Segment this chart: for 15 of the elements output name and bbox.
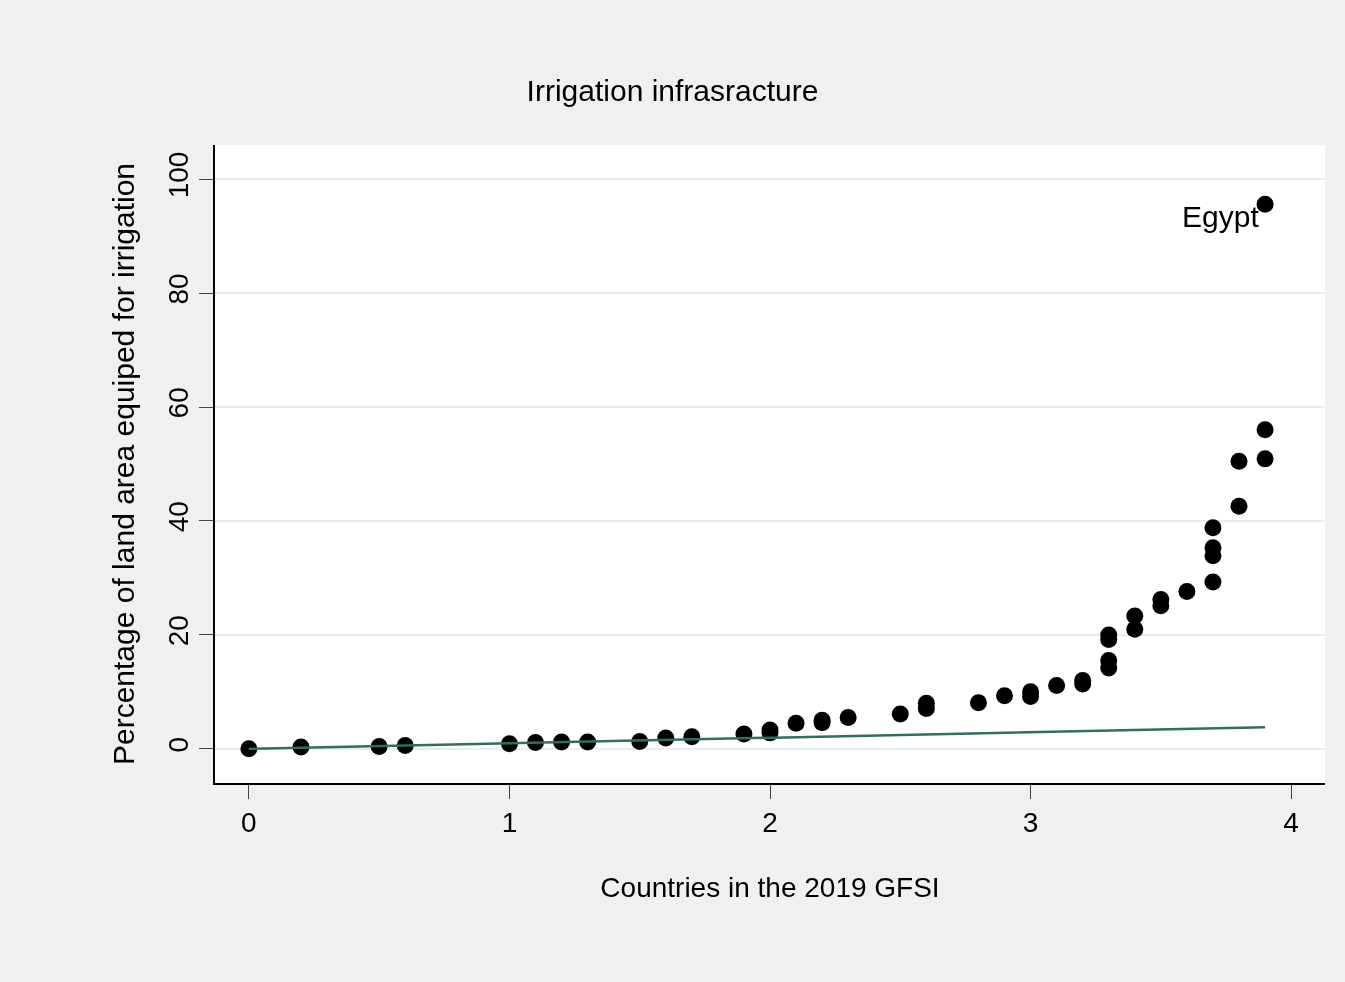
- y-tick-label: 20: [163, 615, 195, 647]
- y-tick-label: 0: [163, 736, 195, 753]
- y-tick-label: 80: [163, 273, 195, 305]
- x-tick-label: 2: [762, 807, 778, 839]
- y-tick-label: 60: [163, 387, 195, 419]
- x-tick-label: 4: [1283, 807, 1299, 839]
- x-axis-title: Countries in the 2019 GFSI: [600, 871, 940, 903]
- x-tick-label: 0: [241, 807, 257, 839]
- y-axis-title: Percentage of land area equiped for irrigation: [106, 162, 140, 766]
- annotation: Egypt: [1182, 200, 1260, 233]
- x-tick-label: 1: [501, 807, 518, 839]
- chart-title: Irrigation infrasracture: [526, 73, 819, 107]
- x-tick-label: 3: [1022, 807, 1039, 839]
- y-tick-label: 100: [163, 151, 195, 199]
- y-tick-label: 40: [163, 501, 195, 533]
